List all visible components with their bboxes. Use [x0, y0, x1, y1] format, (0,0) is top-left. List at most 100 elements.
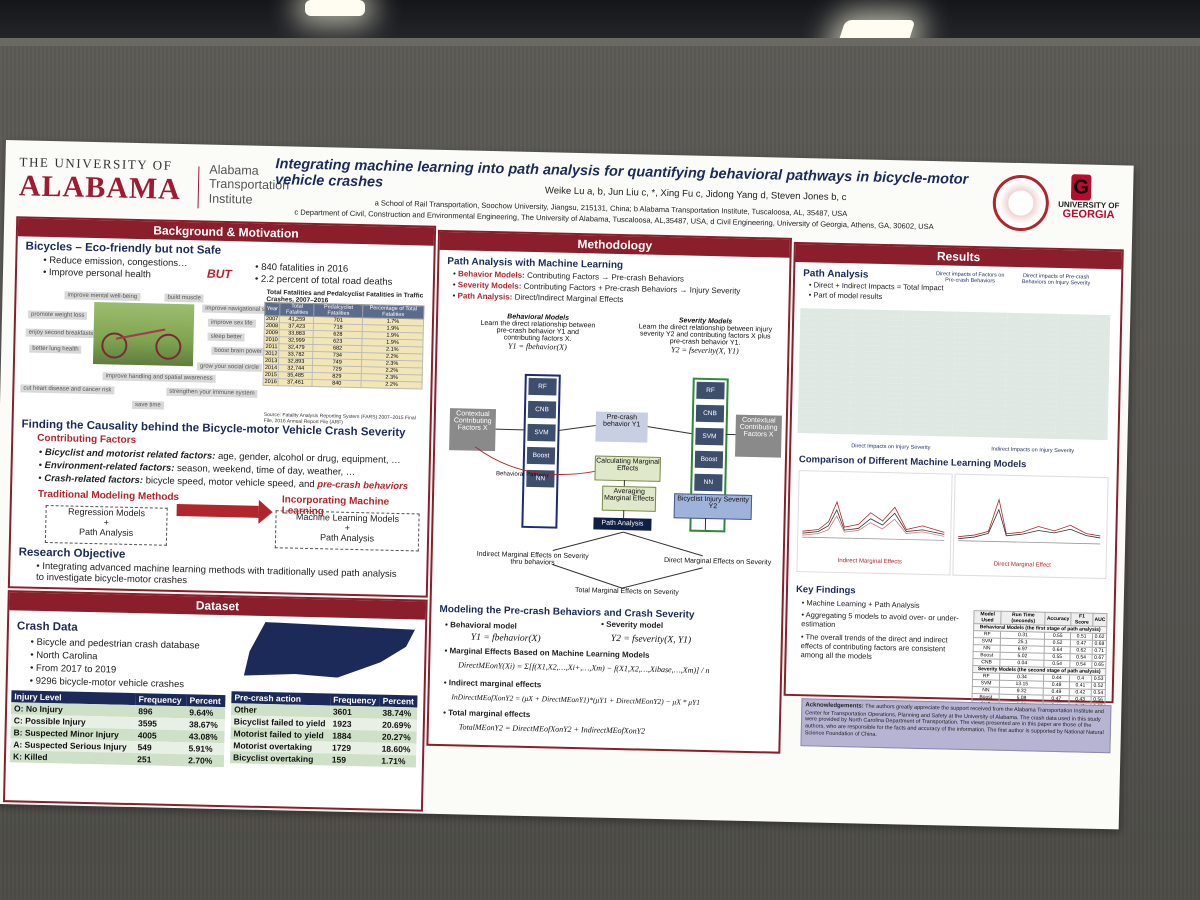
benefit-tag: boost brain power — [211, 346, 266, 356]
benefit-tag: build muscle — [164, 293, 204, 303]
dataset-bullet: North Carolina — [30, 650, 97, 662]
table-header-cell: Percent — [379, 694, 418, 708]
benefit-tag: enjoy second breakfasts — [25, 328, 97, 339]
uga-logo-text: UNIVERSITY OF GEORGIA — [1048, 200, 1128, 223]
table-cell: K: Killed — [9, 750, 135, 766]
dataset-panel: Dataset Crash Data Bicycle and pedestria… — [2, 590, 428, 812]
dataset-bullet: 9296 bicycle-motor vehicle crashes — [30, 676, 185, 690]
results-bullet: Part of model results — [809, 290, 882, 301]
table-cell: 20.69% — [379, 718, 417, 732]
method-flow-arrows — [474, 424, 736, 589]
factor-label: Environment-related factors: — [44, 459, 175, 474]
table-header-cell: Model Used — [973, 610, 1002, 625]
bottom-label: Indirect Impacts on Injury Severity — [991, 446, 1075, 455]
finding-bullet: Aggregating 5 models to avoid over- or u… — [801, 610, 969, 632]
indirect-effects-label: Indirect Marginal Effects on Severity th… — [476, 550, 589, 567]
direct-impacts-label: Direct impacts of Factors on Pre-crash B… — [935, 271, 1005, 285]
benefit-tag: better lung health — [29, 344, 82, 354]
board-rail — [0, 38, 1200, 46]
box-line: Path Analysis — [79, 526, 134, 538]
table-cell: 840 — [312, 379, 362, 388]
table-cell: 2013 — [263, 357, 279, 365]
ack-title: Acknowledgements: — [805, 702, 864, 710]
table-cell: 0.52 — [1091, 682, 1106, 690]
table-cell — [1004, 432, 1056, 439]
table-cell: 0.53 — [1091, 675, 1106, 683]
factor-label: Crash-related factors: — [44, 472, 144, 487]
table-cell: 2010 — [263, 336, 280, 344]
table-header-cell: AUC — [1092, 613, 1108, 627]
table-cell — [1055, 433, 1108, 440]
panel-heading: Results — [795, 243, 1122, 270]
table-cell: 896 — [135, 705, 187, 719]
benefit-tag: save time — [131, 400, 164, 410]
table-cell: 3601 — [329, 705, 380, 719]
panel-heading: Dataset — [9, 592, 426, 620]
table-cell: 9.64% — [186, 706, 226, 720]
table-cell: 549 — [134, 741, 186, 755]
table-cell: 1729 — [328, 741, 379, 755]
behavior-formula: Y1 = fbehavior(X) — [470, 632, 541, 645]
fatality-table: Year Total Fatalities Pedalcyclist Fatalit… — [262, 302, 424, 390]
north-carolina-map — [244, 622, 415, 680]
ceiling-light — [305, 0, 365, 16]
table-cell: 2011 — [263, 343, 280, 351]
table-cell — [900, 429, 953, 437]
arrow-right-icon — [176, 503, 259, 518]
table-cell: 0.71 — [1092, 647, 1107, 655]
table-cell: 1923 — [329, 717, 380, 731]
traditional-box: Regression Models + Path Analysis — [44, 504, 168, 546]
table-cell — [797, 427, 850, 434]
table-cell: 0.67 — [1092, 654, 1107, 662]
bike-wheel — [155, 333, 182, 361]
uga-logo-icon: G — [1070, 174, 1092, 201]
bullet: Improve personal health — [43, 267, 151, 280]
table-cell: 1.71% — [378, 754, 417, 768]
ua-logo-main: ALABAMA — [18, 169, 182, 206]
finding-bullet: Machine Learning + Path Analysis — [802, 598, 970, 611]
background-panel: Background & Motivation Bicycles – Eco-f… — [7, 216, 437, 598]
precrash-action-table: Pre-crash action Frequency Percent Other 360… — [229, 691, 418, 768]
table-cell: 2007 — [264, 315, 280, 323]
table-header-cell: Frequency — [330, 693, 380, 707]
crash-data-title: Crash Data — [16, 620, 78, 634]
acknowledgements: Acknowledgements: The authors greatly ap… — [800, 698, 1112, 754]
table-cell — [849, 428, 901, 435]
table-cell: 5.91% — [185, 742, 225, 756]
fatality-bullet: 840 fatalities in 2016 — [255, 262, 348, 275]
table-cell: 20.27% — [378, 730, 417, 744]
logo-divider — [197, 166, 200, 209]
fatality-bullet: 2.2 percent of total road deaths — [255, 274, 393, 288]
table-header-cell: F1 Score — [1070, 612, 1094, 627]
table-header-cell: Percent — [186, 694, 226, 708]
table-cell: 38.67% — [185, 718, 225, 732]
dataset-bullet: From 2017 to 2019 — [30, 663, 117, 676]
direct-impacts-label: Direct impacts of Pre-crash Behaviors on… — [1021, 273, 1091, 287]
bicycle-photo — [92, 302, 195, 367]
table-cell: 2.2% — [360, 380, 423, 390]
table-cell: 0.62 — [1092, 633, 1107, 641]
table-header-cell: Run Time (seconds) — [1001, 611, 1046, 626]
table-cell — [952, 430, 1005, 438]
table-cell: 3595 — [134, 717, 187, 731]
table-cell: 2016 — [262, 378, 279, 386]
benefit-tag: cut heart disease and cancer risk — [20, 384, 115, 395]
results-panel: Results Path Analysis Direct + Indirect … — [783, 241, 1124, 711]
table-cell: 2015 — [263, 371, 279, 379]
objective-title: Research Objective — [18, 546, 126, 561]
table-cell: 2.70% — [185, 754, 225, 768]
severity-formula: Y2 = fseverity(X, Y1) — [610, 633, 692, 646]
table-cell: 0.54 — [1091, 689, 1106, 697]
box-line: Path Analysis — [319, 532, 375, 544]
factor-text: bicycle speed, motor vehicle speed, and — [145, 475, 315, 491]
table-header-cell: Frequency — [135, 693, 187, 707]
table-header-cell: Year — [264, 302, 281, 316]
objective-text: Integrating advanced machine learning me… — [36, 561, 406, 591]
traditional-title: Traditional Modeling Methods — [37, 488, 180, 504]
bottom-label: Direct Impacts on Injury Severity — [851, 443, 931, 452]
table-cell: 2009 — [264, 329, 280, 337]
factor-emphasis: pre-crash behaviors — [317, 479, 409, 493]
benefit-tag: strengthen your immune system — [166, 387, 258, 398]
benefit-tag: improve sex life — [207, 318, 256, 328]
table-cell: 159 — [328, 753, 379, 767]
